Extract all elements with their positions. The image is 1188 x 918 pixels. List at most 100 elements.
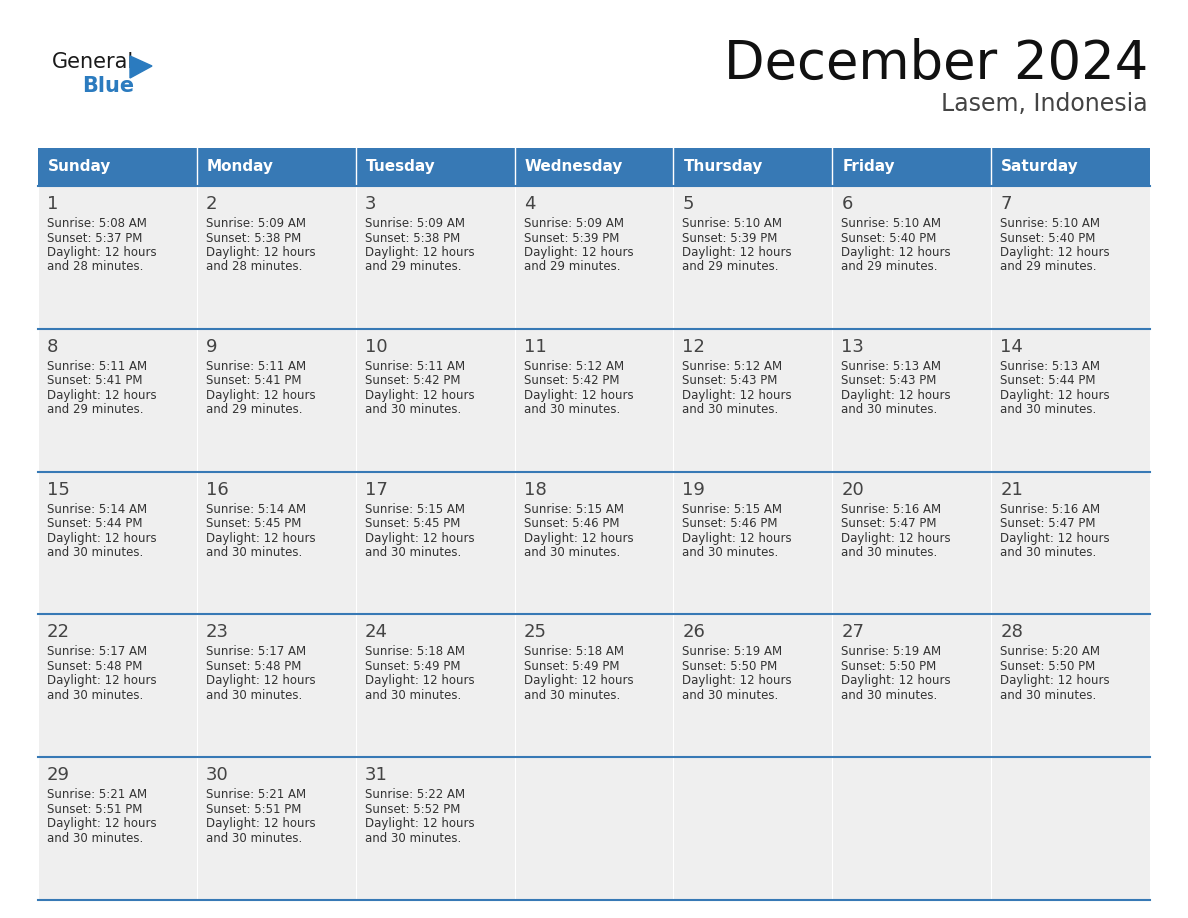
Text: and 30 minutes.: and 30 minutes. <box>1000 403 1097 416</box>
Text: Sunrise: 5:22 AM: Sunrise: 5:22 AM <box>365 789 465 801</box>
Text: Sunset: 5:49 PM: Sunset: 5:49 PM <box>365 660 460 673</box>
Text: Daylight: 12 hours: Daylight: 12 hours <box>365 389 474 402</box>
Text: and 30 minutes.: and 30 minutes. <box>524 403 620 416</box>
Text: Sunrise: 5:17 AM: Sunrise: 5:17 AM <box>206 645 307 658</box>
Text: 19: 19 <box>682 481 706 498</box>
Text: Sunset: 5:47 PM: Sunset: 5:47 PM <box>1000 517 1095 530</box>
Text: 23: 23 <box>206 623 229 642</box>
Bar <box>197 614 355 757</box>
Text: Sunrise: 5:14 AM: Sunrise: 5:14 AM <box>48 502 147 516</box>
Text: Sunrise: 5:09 AM: Sunrise: 5:09 AM <box>524 217 624 230</box>
Text: 8: 8 <box>48 338 58 356</box>
Text: 22: 22 <box>48 623 70 642</box>
Text: and 30 minutes.: and 30 minutes. <box>48 688 144 702</box>
Text: Friday: Friday <box>842 160 895 174</box>
Bar <box>197 329 355 472</box>
Text: Daylight: 12 hours: Daylight: 12 hours <box>1000 532 1110 544</box>
Text: Sunrise: 5:10 AM: Sunrise: 5:10 AM <box>682 217 783 230</box>
Text: and 30 minutes.: and 30 minutes. <box>365 688 461 702</box>
Text: Sunrise: 5:11 AM: Sunrise: 5:11 AM <box>48 360 147 373</box>
Text: 29: 29 <box>48 767 70 784</box>
Text: Sunset: 5:46 PM: Sunset: 5:46 PM <box>682 517 778 530</box>
Bar <box>38 757 197 900</box>
Bar <box>355 329 514 472</box>
Text: and 29 minutes.: and 29 minutes. <box>841 261 937 274</box>
Bar <box>674 186 833 329</box>
Text: Sunset: 5:39 PM: Sunset: 5:39 PM <box>524 231 619 244</box>
Bar <box>355 148 514 186</box>
Text: Sunset: 5:41 PM: Sunset: 5:41 PM <box>48 375 143 387</box>
Text: Sunrise: 5:13 AM: Sunrise: 5:13 AM <box>1000 360 1100 373</box>
Text: Sunrise: 5:12 AM: Sunrise: 5:12 AM <box>524 360 624 373</box>
Text: Sunset: 5:38 PM: Sunset: 5:38 PM <box>365 231 460 244</box>
Text: and 30 minutes.: and 30 minutes. <box>365 546 461 559</box>
Bar <box>514 472 674 614</box>
Text: Sunrise: 5:20 AM: Sunrise: 5:20 AM <box>1000 645 1100 658</box>
Text: Daylight: 12 hours: Daylight: 12 hours <box>206 675 316 688</box>
Bar <box>355 757 514 900</box>
Text: Tuesday: Tuesday <box>366 160 436 174</box>
Polygon shape <box>129 56 152 78</box>
Text: Daylight: 12 hours: Daylight: 12 hours <box>365 246 474 259</box>
Text: Sunrise: 5:11 AM: Sunrise: 5:11 AM <box>365 360 465 373</box>
Text: 9: 9 <box>206 338 217 356</box>
Text: Sunrise: 5:14 AM: Sunrise: 5:14 AM <box>206 502 307 516</box>
Bar <box>833 757 991 900</box>
Text: Daylight: 12 hours: Daylight: 12 hours <box>524 389 633 402</box>
Text: Sunset: 5:50 PM: Sunset: 5:50 PM <box>841 660 936 673</box>
Text: Daylight: 12 hours: Daylight: 12 hours <box>682 675 792 688</box>
Text: Sunrise: 5:17 AM: Sunrise: 5:17 AM <box>48 645 147 658</box>
Text: 17: 17 <box>365 481 387 498</box>
Bar <box>674 614 833 757</box>
Text: 25: 25 <box>524 623 546 642</box>
Text: 11: 11 <box>524 338 546 356</box>
Text: 14: 14 <box>1000 338 1023 356</box>
Text: 20: 20 <box>841 481 864 498</box>
Text: and 30 minutes.: and 30 minutes. <box>682 546 778 559</box>
Text: and 30 minutes.: and 30 minutes. <box>841 688 937 702</box>
Text: Daylight: 12 hours: Daylight: 12 hours <box>682 532 792 544</box>
Text: Sunrise: 5:18 AM: Sunrise: 5:18 AM <box>365 645 465 658</box>
Bar <box>991 614 1150 757</box>
Bar <box>674 148 833 186</box>
Bar <box>991 186 1150 329</box>
Text: 27: 27 <box>841 623 865 642</box>
Text: Daylight: 12 hours: Daylight: 12 hours <box>524 532 633 544</box>
Text: Sunrise: 5:21 AM: Sunrise: 5:21 AM <box>206 789 307 801</box>
Text: 21: 21 <box>1000 481 1023 498</box>
Text: Sunset: 5:44 PM: Sunset: 5:44 PM <box>1000 375 1095 387</box>
Bar <box>674 329 833 472</box>
Text: Daylight: 12 hours: Daylight: 12 hours <box>48 246 157 259</box>
Bar <box>355 472 514 614</box>
Text: Daylight: 12 hours: Daylight: 12 hours <box>48 675 157 688</box>
Text: and 30 minutes.: and 30 minutes. <box>682 688 778 702</box>
Text: Sunset: 5:48 PM: Sunset: 5:48 PM <box>206 660 302 673</box>
Text: Sunset: 5:40 PM: Sunset: 5:40 PM <box>1000 231 1095 244</box>
Bar <box>38 472 197 614</box>
Text: and 30 minutes.: and 30 minutes. <box>682 403 778 416</box>
Text: Sunset: 5:52 PM: Sunset: 5:52 PM <box>365 802 460 816</box>
Text: and 30 minutes.: and 30 minutes. <box>365 832 461 845</box>
Text: Daylight: 12 hours: Daylight: 12 hours <box>48 389 157 402</box>
Text: Sunrise: 5:16 AM: Sunrise: 5:16 AM <box>1000 502 1100 516</box>
Bar <box>38 329 197 472</box>
Text: Sunrise: 5:18 AM: Sunrise: 5:18 AM <box>524 645 624 658</box>
Text: Daylight: 12 hours: Daylight: 12 hours <box>206 389 316 402</box>
Text: and 29 minutes.: and 29 minutes. <box>48 403 144 416</box>
Text: Sunrise: 5:10 AM: Sunrise: 5:10 AM <box>1000 217 1100 230</box>
Bar <box>514 614 674 757</box>
Text: and 29 minutes.: and 29 minutes. <box>682 261 779 274</box>
Text: and 30 minutes.: and 30 minutes. <box>841 546 937 559</box>
Text: Daylight: 12 hours: Daylight: 12 hours <box>841 246 950 259</box>
Text: and 28 minutes.: and 28 minutes. <box>48 261 144 274</box>
Bar <box>674 472 833 614</box>
Bar <box>833 186 991 329</box>
Bar <box>355 186 514 329</box>
Text: Sunset: 5:37 PM: Sunset: 5:37 PM <box>48 231 143 244</box>
Text: 16: 16 <box>206 481 228 498</box>
Text: December 2024: December 2024 <box>723 38 1148 90</box>
Text: Sunrise: 5:10 AM: Sunrise: 5:10 AM <box>841 217 941 230</box>
Text: Daylight: 12 hours: Daylight: 12 hours <box>682 389 792 402</box>
Text: 10: 10 <box>365 338 387 356</box>
Text: and 29 minutes.: and 29 minutes. <box>365 261 461 274</box>
